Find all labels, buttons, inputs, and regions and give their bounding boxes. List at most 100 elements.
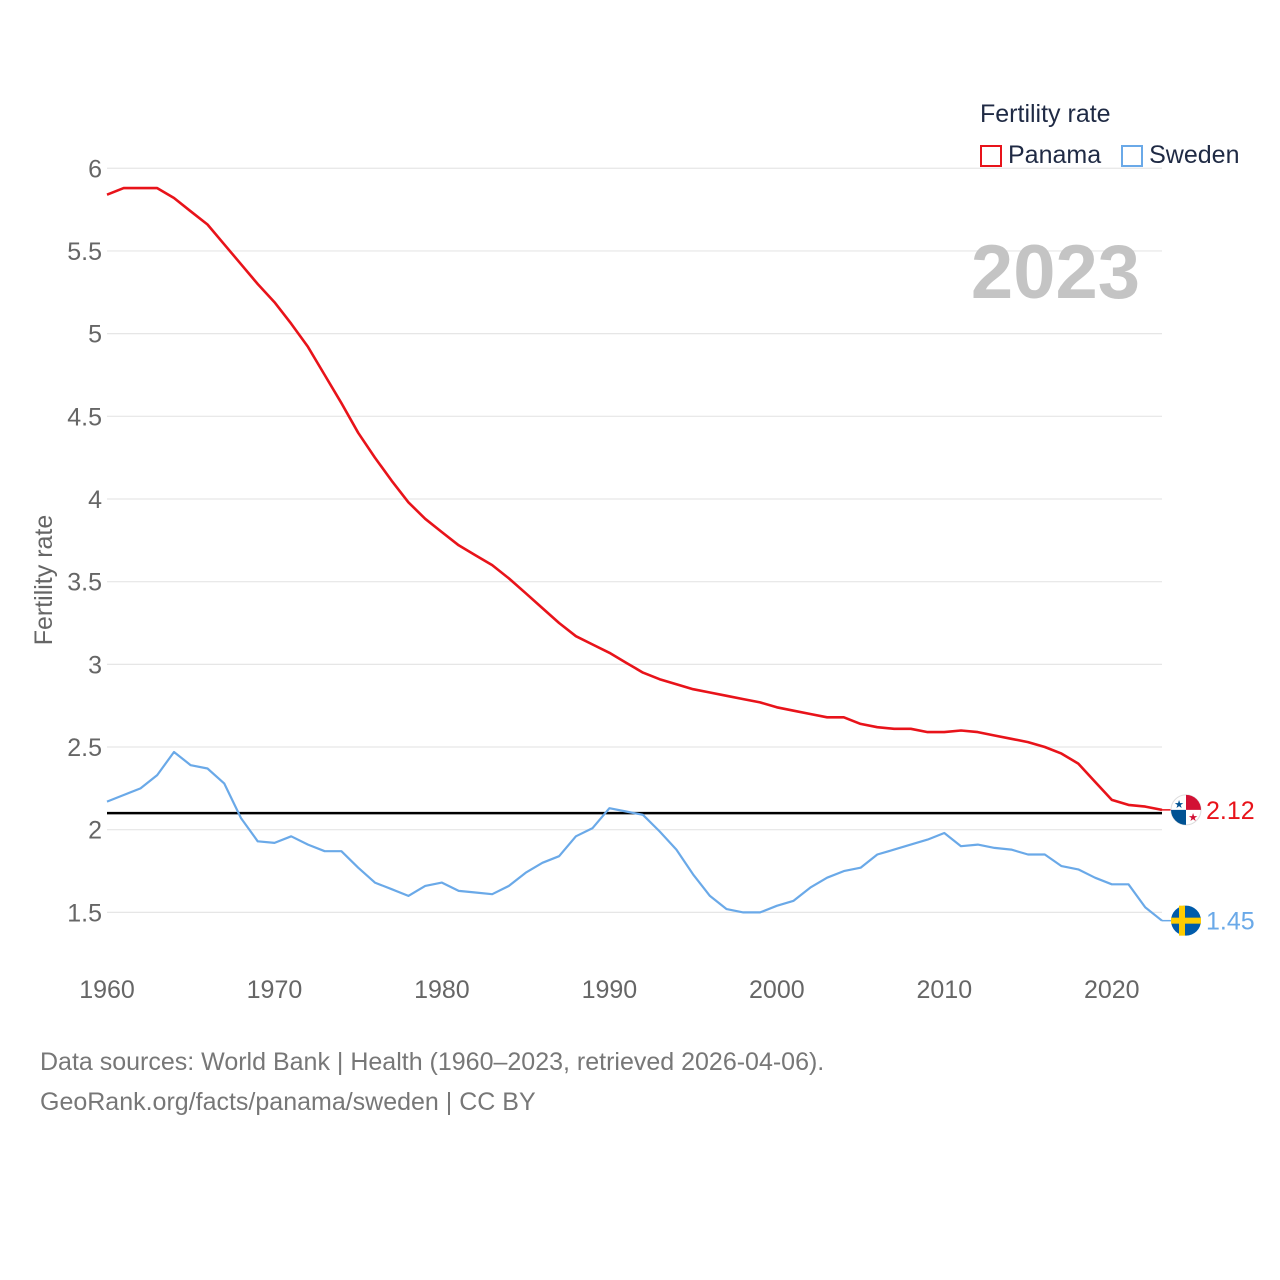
data-point-panama [255,282,260,287]
data-point-sweden [439,880,444,885]
data-point-panama [791,708,796,713]
data-point-sweden [1042,852,1047,857]
data-point-panama [439,530,444,535]
data-point-panama [959,728,964,733]
data-point-panama [975,730,980,735]
data-point-panama [724,693,729,698]
y-tick-label: 6 [88,155,102,183]
data-point-panama [624,660,629,665]
y-axis-ticks: 1.5 2 2.5 3 3.5 4 4.5 5 5.5 6 [67,155,102,927]
y-tick-label: 3.5 [67,569,102,597]
data-point-panama [121,186,126,191]
data-point-panama [875,725,880,730]
data-point-panama [942,730,947,735]
data-point-panama [456,543,461,548]
data-point-sweden [674,847,679,852]
data-point-panama [222,242,227,247]
data-point-panama [741,697,746,702]
data-point-sweden [322,849,327,854]
data-point-panama [657,677,662,682]
x-tick-label: 2010 [916,976,972,1004]
data-point-sweden [557,854,562,859]
y-tick-label: 5.5 [67,238,102,266]
data-point-panama [1026,740,1031,745]
data-point-panama [1059,751,1064,756]
data-point-sweden [774,903,779,908]
data-point-panama [607,650,612,655]
data-point-sweden [975,842,980,847]
data-point-panama [1126,802,1131,807]
data-point-panama [808,711,813,716]
data-point-sweden [1026,852,1031,857]
svg-text:★: ★ [1188,812,1198,824]
data-point-panama [523,591,528,596]
data-point-sweden [1109,882,1114,887]
data-point-sweden [724,907,729,912]
data-point-panama [473,553,478,558]
data-point-panama [1093,779,1098,784]
data-point-sweden [238,816,243,821]
source-line-2[interactable]: GeoRank.org/facts/panama/sweden | CC BY [40,1088,536,1116]
series-line-sweden [106,750,1163,922]
legend-label-sweden: Sweden [1149,141,1240,169]
data-point-panama [858,721,863,726]
end-value-label-panama: 2.12 [1206,797,1255,825]
legend-item-panama[interactable]: Panama [980,141,1101,170]
data-point-sweden [808,885,813,890]
data-point-panama [557,621,562,626]
data-point-panama [289,321,294,326]
data-point-sweden [707,893,712,898]
data-point-sweden [456,888,461,893]
data-point-panama [423,516,428,521]
data-point-sweden [942,831,947,836]
y-tick-label: 3 [88,651,102,679]
data-point-sweden [222,781,227,786]
data-point-panama [1143,804,1148,809]
data-point-sweden [406,893,411,898]
data-point-sweden [1059,864,1064,869]
data-point-sweden [1126,882,1131,887]
data-point-panama [339,401,344,406]
legend-item-sweden[interactable]: Sweden [1121,141,1239,170]
y-tick-label: 2.5 [67,734,102,762]
legend: Fertility rate Panama Sweden [980,100,1239,170]
data-point-panama [155,186,160,191]
end-value-label-sweden: 1.45 [1206,908,1255,936]
data-point-panama [322,372,327,377]
data-point-sweden [255,839,260,844]
data-point-sweden [171,749,176,754]
data-point-sweden [607,806,612,811]
data-point-panama [908,726,913,731]
data-point-sweden [289,834,294,839]
data-point-sweden [423,883,428,888]
data-point-sweden [540,860,545,865]
data-point-sweden [305,842,310,847]
sweden-flag-icon [1171,905,1201,936]
data-point-sweden [339,849,344,854]
y-tick-label: 2 [88,817,102,845]
data-point-sweden [372,880,377,885]
x-tick-label: 1980 [414,976,470,1004]
data-point-sweden [105,799,110,804]
data-point-panama [171,196,176,201]
data-point-sweden [875,852,880,857]
data-point-panama [1009,736,1014,741]
source-note: Data sources: World Bank | Health (1960–… [40,1042,824,1122]
data-point-sweden [892,847,897,852]
data-point-panama [573,634,578,639]
data-point-panama [674,682,679,687]
data-point-panama [105,192,110,197]
series-line-panama [106,186,1163,812]
data-point-panama [372,455,377,460]
data-point-panama [138,186,143,191]
data-point-panama [590,642,595,647]
x-tick-label: 2020 [1084,976,1140,1004]
data-point-panama [992,733,997,738]
data-point-sweden [657,829,662,834]
data-point-panama [825,715,830,720]
data-point-sweden [138,786,143,791]
data-point-panama [406,500,411,505]
legend-swatch-panama [980,144,1002,167]
data-point-panama [490,563,495,568]
data-point-sweden [640,812,645,817]
